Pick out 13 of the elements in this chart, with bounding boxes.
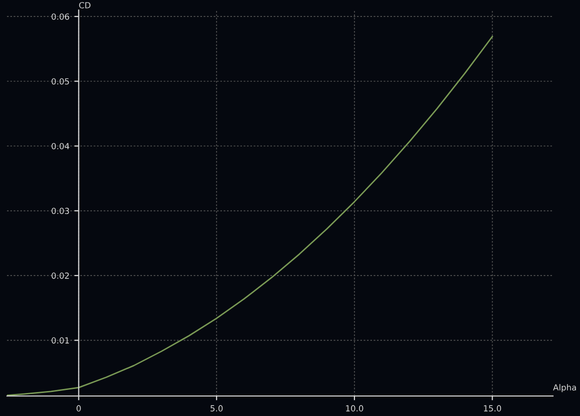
y-tick-label: 0.02 [52, 272, 69, 279]
x-tick-label: 15.0 [484, 405, 502, 412]
y-tick-label: 0.05 [52, 78, 69, 85]
y-tick-label: 0.04 [52, 142, 70, 150]
y-tick-label: 0.06 [52, 13, 70, 20]
x-tick-label: 5.0 [210, 405, 223, 412]
x-axis-title: Alpha [553, 384, 576, 392]
y-tick-label: 0.03 [52, 208, 69, 214]
x-tick-label: 10.0 [346, 405, 364, 412]
y-tick-label: 0.01 [52, 337, 69, 344]
line-series [7, 36, 494, 396]
x-tick-label: 0 [76, 405, 81, 412]
y-axis-title: CD [79, 2, 90, 8]
